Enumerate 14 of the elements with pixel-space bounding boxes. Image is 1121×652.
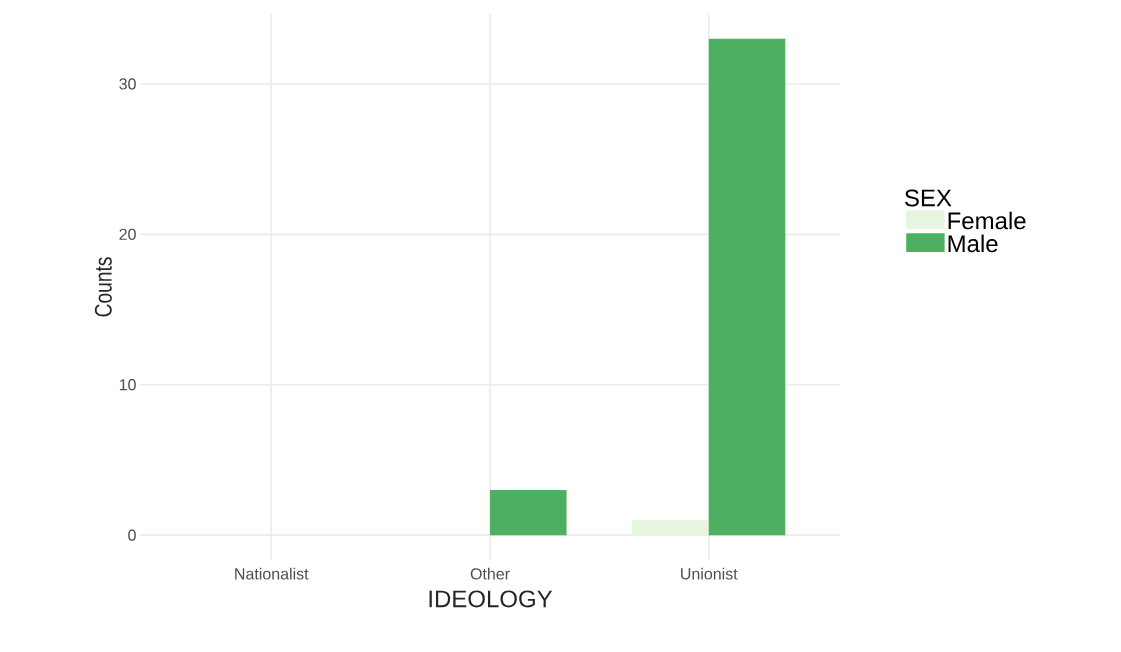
legend-label: Male	[948, 234, 998, 253]
y-tick-label: 10	[119, 379, 136, 391]
bar	[708, 38, 786, 536]
y-tick-label: 20	[119, 228, 136, 241]
y-axis-title: Counts	[94, 257, 112, 317]
y-tick-label: 0	[128, 529, 136, 541]
x-tick-label: Other	[470, 567, 510, 580]
legend-title: SEX	[905, 189, 952, 207]
x-tick-label: Unionist	[681, 567, 738, 580]
legend-label: Female	[948, 211, 1026, 230]
x-tick-label: Nationalist	[235, 567, 309, 580]
x-axis-title: IDEOLOGY	[429, 590, 553, 608]
y-tick-label: 30	[119, 78, 136, 90]
bar	[490, 490, 567, 536]
